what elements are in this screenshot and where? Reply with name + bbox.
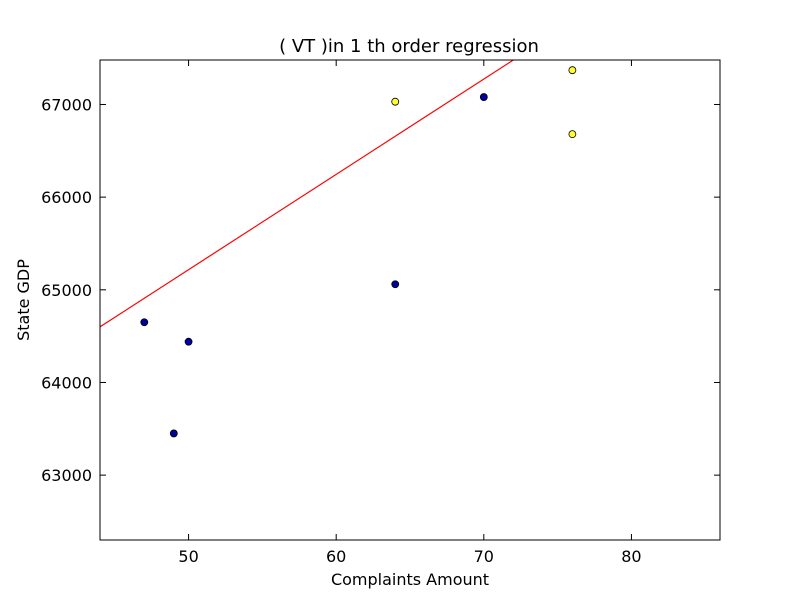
y-tick-label: 63000: [41, 466, 92, 485]
data-point: [184, 337, 193, 346]
data-point: [169, 429, 178, 438]
x-tick-label: 60: [326, 547, 346, 566]
data-point: [568, 66, 577, 75]
x-tick-label: 50: [178, 547, 198, 566]
y-axis-label: State GDP: [14, 259, 33, 341]
chart-title: ( VT )in 1 th order regression: [279, 36, 539, 57]
data-point: [479, 93, 488, 101]
plot-frame: [99, 59, 721, 541]
data-point: [391, 280, 400, 289]
x-tick-label: 70: [474, 547, 494, 566]
regression-line: [100, 60, 514, 328]
y-tick-label: 66000: [41, 188, 92, 207]
y-tick-label: 64000: [41, 373, 92, 392]
data-point: [391, 97, 400, 106]
x-tick-label: 80: [621, 547, 641, 566]
data-point: [568, 130, 577, 139]
data-point: [140, 318, 149, 327]
y-tick-label: 67000: [41, 95, 92, 114]
x-axis-label: Complaints Amount: [331, 570, 489, 589]
y-tick-label: 65000: [41, 281, 92, 300]
